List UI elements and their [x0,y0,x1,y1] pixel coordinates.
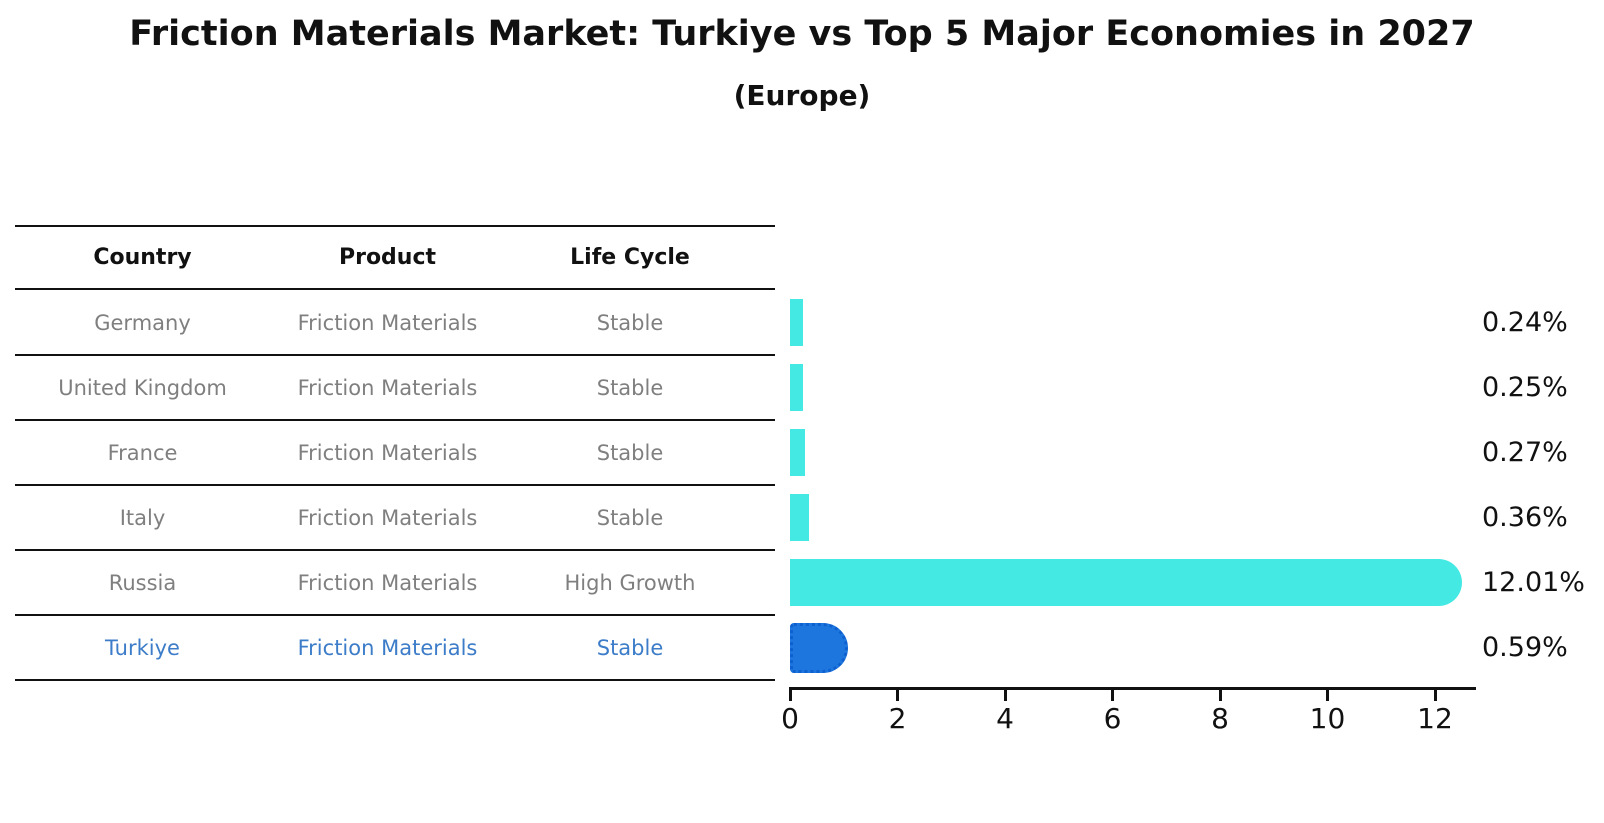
x-axis-tick [1326,687,1329,701]
col-header-country: Country [93,245,192,270]
x-axis-tick [788,687,792,701]
bar [790,299,803,346]
x-axis-tick-label: 6 [1103,702,1122,735]
product-cell: Friction Materials [297,570,478,595]
x-axis-tick [896,687,899,701]
product-cell: Friction Materials [297,310,478,335]
bar-value-label: 12.01% [1482,567,1585,598]
country-cell: Russia [108,570,177,595]
chart-subtitle: (Europe) [733,79,871,112]
bar [790,494,810,541]
row-cells: United Kingdom Friction Materials Stable [15,355,775,420]
bar-value-label: 0.25% [1482,372,1568,403]
lifecycle-cell: Stable [596,635,664,660]
product-cell: Friction Materials [297,635,478,660]
country-cell: Turkiye [105,635,180,660]
table-body: Germany Friction Materials Stable 0.24% … [0,290,1604,681]
country-cell: Italy [119,505,166,530]
col-header-product: Product [338,245,437,270]
bar-value-label: 0.59% [1482,632,1568,663]
lifecycle-cell: Stable [596,440,664,465]
x-axis-tick [1218,687,1222,701]
table-row: Italy Friction Materials Stable 0.36% [0,485,1604,551]
bar-value-label: 0.36% [1482,502,1568,533]
row-divider [15,679,775,681]
row-divider [15,549,775,551]
country-cell: Germany [94,310,191,335]
x-axis-tick-label: 0 [781,702,799,735]
lifecycle-cell: High Growth [564,570,696,595]
table-row: Russia Friction Materials High Growth 12… [0,550,1604,616]
country-cell: United Kingdom [58,375,227,400]
product-cell: Friction Materials [297,505,478,530]
chart-title: Friction Materials Market: Turkiye vs To… [129,14,1475,54]
product-cell: Friction Materials [297,375,478,400]
x-axis-tick-label: 2 [888,702,907,735]
bar-value-label: 0.24% [1482,307,1568,338]
row-cells: Germany Friction Materials Stable [15,290,775,355]
lifecycle-cell: Stable [596,375,664,400]
x-axis-tick [1003,687,1007,701]
bar [790,429,805,476]
row-divider [15,614,775,616]
lifecycle-cell: Stable [596,505,664,530]
row-divider [15,484,775,486]
bar [790,623,848,673]
x-axis-tick [1433,687,1437,701]
table-row: Turkiye Friction Materials Stable 0.59% [0,615,1604,681]
product-cell: Friction Materials [297,440,478,465]
lifecycle-cell: Stable [596,310,664,335]
x-axis-tick-label: 10 [1309,702,1346,735]
row-cells: Turkiye Friction Materials Stable [15,615,775,680]
col-header-life-cycle: Life Cycle [570,245,690,270]
row-cells: Italy Friction Materials Stable [15,485,775,550]
row-cells: Russia Friction Materials High Growth [15,550,775,615]
row-divider [15,419,775,421]
country-cell: France [107,440,178,465]
x-axis-tick-label: 4 [996,702,1014,735]
table-row: France Friction Materials Stable 0.27% [0,420,1604,486]
x-axis-tick [1111,687,1114,701]
x-axis-tick-label: 8 [1211,702,1229,735]
bar [790,559,1462,606]
x-axis-line [790,687,1476,690]
x-axis-tick-label: 12 [1417,702,1453,735]
table-row: United Kingdom Friction Materials Stable… [0,355,1604,421]
bar [790,364,804,411]
row-divider [15,354,775,356]
row-cells: France Friction Materials Stable [15,420,775,485]
table-row: Germany Friction Materials Stable 0.24% [0,290,1604,356]
table-header-row: Country Product Life Cycle [15,225,775,290]
bar-value-label: 0.27% [1482,437,1568,468]
